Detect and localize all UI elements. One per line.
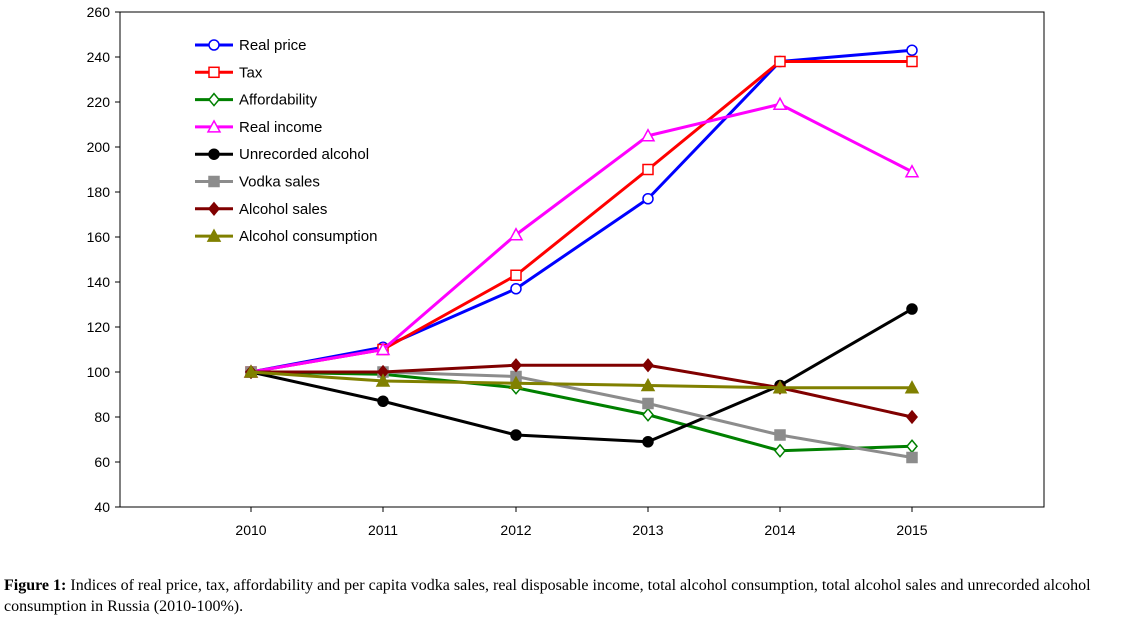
- legend-label: Alcohol sales: [239, 201, 327, 218]
- legend-entry: Real income: [195, 119, 322, 136]
- x-tick-label: 2014: [764, 522, 795, 538]
- data-point: [642, 436, 654, 448]
- y-tick-label: 40: [94, 499, 110, 515]
- series-unrecorded-alcohol: [245, 303, 918, 448]
- data-point: [772, 380, 788, 394]
- y-tick-label: 220: [87, 94, 111, 110]
- y-tick-label: 140: [87, 274, 111, 290]
- data-point: [642, 193, 654, 205]
- legend-marker: [208, 201, 220, 216]
- legend-entry: Affordability: [195, 92, 318, 109]
- x-tick-label: 2010: [235, 522, 266, 538]
- series-alcohol-sales: [245, 358, 918, 425]
- caption-label: Figure 1:: [4, 577, 67, 594]
- data-point: [774, 443, 786, 458]
- figure-caption: Figure 1: Indices of real price, tax, af…: [4, 575, 1120, 617]
- legend-label: Real price: [239, 37, 307, 54]
- data-point: [642, 358, 654, 373]
- legend: Real price Tax Affordability Real income Unr…: [195, 37, 377, 245]
- data-point: [508, 375, 524, 389]
- data-point: [642, 163, 654, 176]
- legend-marker: [206, 119, 222, 133]
- y-tick-label: 200: [87, 139, 111, 155]
- legend-marker: [206, 228, 222, 242]
- data-point: [774, 55, 786, 68]
- legend-entry: Unrecorded alcohol: [195, 146, 369, 163]
- y-axis: 40 60 80 100 120 140 160 180 200 220 240 260: [87, 4, 120, 515]
- legend-entry: Alcohol consumption: [195, 228, 377, 245]
- data-point: [375, 373, 391, 387]
- legend-marker: [208, 66, 220, 79]
- x-tick-label: 2011: [368, 522, 398, 538]
- data-point: [510, 283, 522, 295]
- legend-label: Affordability: [239, 92, 318, 109]
- series-line: [250, 60, 912, 374]
- legend-marker: [208, 148, 220, 160]
- series-line: [250, 48, 913, 374]
- x-tick-label: 2013: [632, 522, 663, 538]
- legend-entry: Tax: [195, 64, 263, 81]
- data-point: [640, 128, 656, 142]
- data-point: [906, 439, 918, 454]
- data-point: [642, 397, 654, 410]
- data-point: [774, 429, 786, 441]
- legend-label: Tax: [239, 64, 263, 81]
- legend-marker: [208, 92, 220, 107]
- data-point: [243, 364, 259, 378]
- data-point: [510, 269, 522, 281]
- y-tick-label: 260: [87, 4, 111, 20]
- data-point: [906, 55, 918, 68]
- legend-entry: Vodka sales: [195, 174, 320, 191]
- y-tick-label: 80: [94, 409, 110, 425]
- data-point: [772, 96, 788, 110]
- series-line: [251, 363, 913, 419]
- x-axis: 2010 2011 2012 2013 2014 2015: [235, 507, 928, 538]
- series-line: [250, 307, 913, 444]
- y-tick-label: 240: [87, 49, 111, 65]
- data-point: [642, 407, 654, 422]
- series-layer: [243, 44, 920, 464]
- legend-label: Alcohol consumption: [239, 228, 377, 245]
- x-tick-label: 2015: [896, 522, 927, 538]
- legend-label: Real income: [239, 119, 322, 136]
- data-point: [640, 377, 656, 392]
- data-point: [904, 164, 920, 178]
- series-real-price: [245, 44, 918, 378]
- data-point: [906, 303, 918, 315]
- caption-text: Indices of real price, tax, affordabilit…: [4, 577, 1091, 615]
- data-point: [510, 429, 522, 441]
- series-line: [250, 370, 913, 453]
- data-point: [906, 44, 918, 56]
- y-tick-label: 160: [87, 229, 111, 245]
- legend-label: Unrecorded alcohol: [239, 146, 369, 163]
- legend-marker: [208, 39, 220, 51]
- y-tick-label: 180: [87, 184, 111, 200]
- data-point: [906, 451, 918, 464]
- y-tick-label: 100: [87, 364, 111, 380]
- plot-frame: [119, 11, 1045, 508]
- series-alcohol-consumption: [243, 364, 920, 394]
- data-point: [377, 395, 389, 407]
- data-point: [508, 227, 524, 241]
- data-point: [510, 358, 522, 373]
- legend-label: Vodka sales: [239, 174, 320, 191]
- series-line: [250, 102, 913, 374]
- y-tick-label: 60: [94, 454, 110, 470]
- legend-entry: Real price: [195, 37, 307, 54]
- legend-marker: [208, 175, 220, 188]
- legend-entry: Alcohol sales: [195, 201, 327, 218]
- series-line: [250, 370, 912, 390]
- y-tick-label: 120: [87, 319, 111, 335]
- series-tax: [245, 55, 918, 378]
- x-tick-label: 2012: [500, 522, 531, 538]
- data-point: [906, 409, 918, 425]
- data-point: [375, 341, 391, 356]
- data-point: [904, 380, 920, 394]
